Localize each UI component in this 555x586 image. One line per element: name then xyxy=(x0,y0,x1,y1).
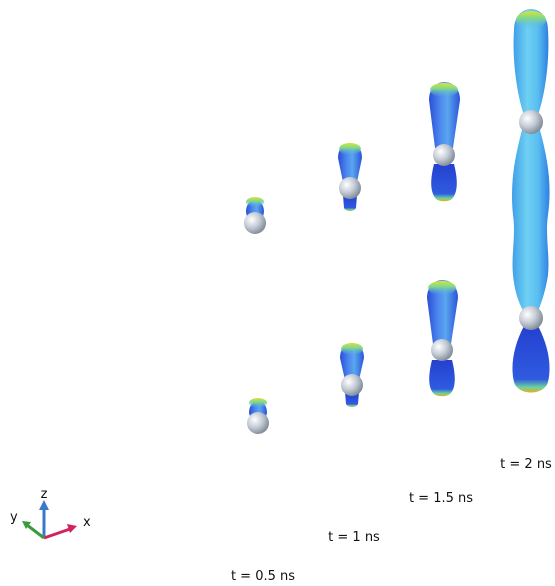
scene: t = 0.5 ns t = 1 ns t = 1.5 ns t = 2 ns … xyxy=(0,0,555,586)
axis-label: y xyxy=(10,510,18,525)
time-label: t = 0.5 ns xyxy=(231,569,295,584)
time-label: t = 1.5 ns xyxy=(409,491,473,506)
axis-label: x xyxy=(83,515,91,530)
axis-triad: z x y xyxy=(10,487,91,538)
axis-label: z xyxy=(41,487,48,502)
time-label: t = 2 ns xyxy=(500,457,552,472)
time-label: t = 1 ns xyxy=(328,530,380,545)
streamers xyxy=(244,9,550,434)
